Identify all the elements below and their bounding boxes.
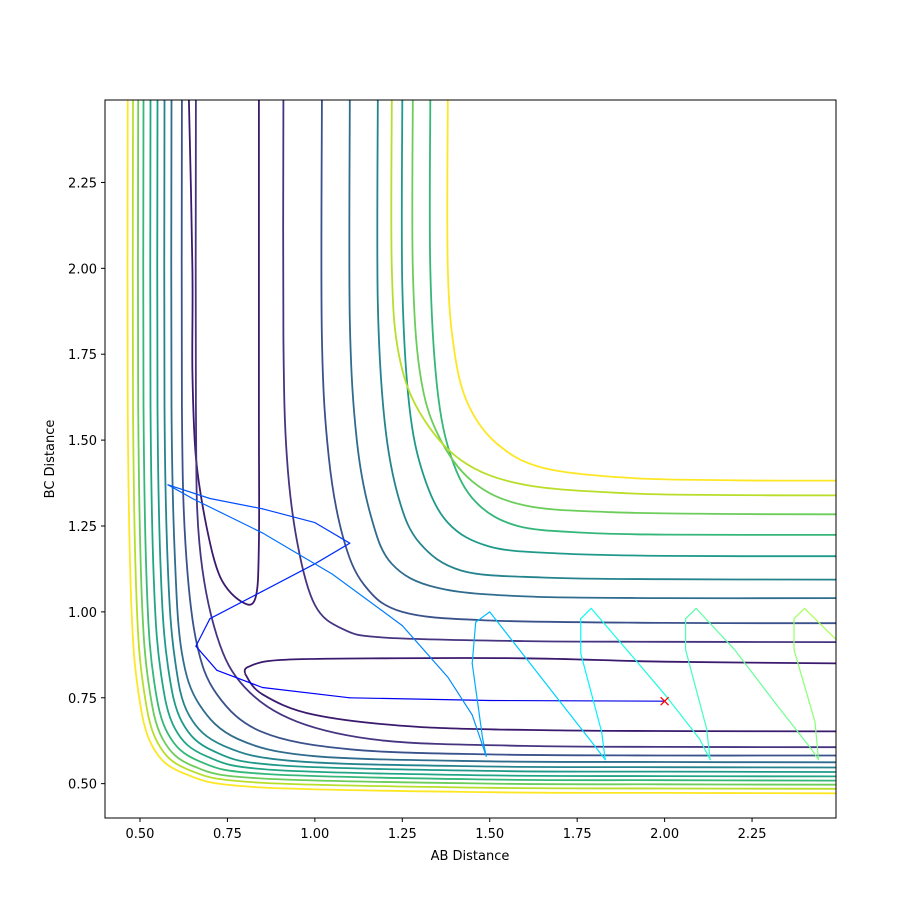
trajectory-segment-0 [489, 699, 666, 702]
contour-lines [126, 100, 836, 795]
trajectory-segment-42 [775, 703, 813, 750]
y-tick-label: 1.75 [68, 348, 97, 363]
x-tick-label: 1.50 [475, 827, 504, 842]
contour-line-20 [446, 100, 836, 482]
y-axis-label: BC Distance [43, 420, 58, 499]
contour-line-10 [163, 100, 836, 769]
trajectory-segment-3 [216, 669, 263, 689]
y-tick-label: 1.50 [68, 434, 97, 449]
x-tick-label: 1.00 [300, 827, 329, 842]
y-tick-label: 2.25 [68, 176, 97, 191]
x-tick-label: 1.75 [563, 827, 592, 842]
trajectory-segment-14 [191, 497, 263, 534]
trajectory-segment-27 [594, 745, 606, 761]
contour-line-15 [142, 100, 836, 782]
trajectory-segment-17 [401, 624, 449, 678]
trajectory-segment-12 [167, 484, 211, 500]
trajectory-segment-26 [559, 700, 596, 747]
y-tick-label: 0.50 [68, 778, 97, 793]
trajectory-segment-13 [167, 484, 193, 500]
trajectory-segment-15 [261, 532, 333, 575]
trajectory-segment-35 [698, 738, 711, 761]
contour-line-19 [131, 100, 836, 790]
contour-line-5 [320, 100, 836, 625]
start-marker-cross [660, 696, 670, 706]
x-tick-label: 2.25 [738, 827, 767, 842]
trajectory-segment-2 [261, 686, 351, 699]
contour-line-6 [180, 100, 836, 757]
y-tick-label: 2.00 [68, 262, 97, 277]
y-tick-label: 1.25 [68, 520, 97, 535]
trajectory-segment-10 [261, 508, 316, 524]
contour-line-14 [428, 100, 836, 536]
trajectory-segment-11 [209, 497, 263, 510]
contour-line-18 [390, 100, 836, 497]
x-axis: 0.50 0.75 1.00 1.25 1.50 1.75 2.00 2.25 [125, 818, 767, 842]
contour-line-11 [400, 100, 836, 558]
x-tick-label: 1.25 [388, 827, 417, 842]
contour-line-7 [348, 100, 836, 600]
contour-line-0 [188, 100, 261, 606]
trajectory-segment-24 [489, 611, 526, 658]
trajectory-segment-48 [803, 607, 836, 641]
trajectory-segment-7 [261, 563, 316, 592]
trajectory-segment-31 [580, 607, 592, 620]
trajectory-segment-9 [314, 521, 351, 544]
trajectory-segment-43 [810, 748, 820, 761]
trajectory-segment-32 [590, 607, 631, 654]
contour-line-2 [244, 673, 836, 733]
x-tick-label: 0.75 [213, 827, 242, 842]
trajectory-segment-21 [471, 662, 484, 740]
trajectory-segment-34 [663, 693, 701, 740]
trajectory-segment-44 [814, 721, 820, 761]
contour-line-13 [149, 100, 836, 778]
trajectory-segment-23 [475, 611, 491, 623]
contour-line-9 [376, 100, 836, 581]
trajectory-segment-45 [793, 649, 816, 723]
trajectory-segment-16 [331, 573, 403, 627]
contour-line-8 [170, 100, 836, 764]
y-axis: 0.50 0.75 1.00 1.25 1.50 1.75 2.00 2.25 [68, 176, 105, 793]
trajectory-segment-33 [628, 652, 666, 695]
trajectory-segment-25 [524, 655, 561, 702]
trajectory-segment-20 [482, 738, 487, 757]
trajectory-segment-40 [695, 607, 736, 651]
contour-line-4 [194, 100, 836, 749]
trajectory-segment-4 [195, 645, 218, 671]
trajectory-segment-29 [580, 652, 603, 733]
trajectory-segment-41 [733, 649, 778, 706]
x-tick-label: 2.00 [650, 827, 679, 842]
contour-line-1 [243, 657, 836, 675]
trajectory-segment-39 [684, 607, 697, 620]
trajectory-segment-8 [314, 542, 351, 565]
y-tick-label: 0.75 [68, 692, 97, 707]
plot-frame [104, 99, 837, 819]
trajectory-segment-37 [684, 649, 708, 730]
trajectory-segment-22 [471, 621, 477, 665]
trajectory-segment-1 [349, 697, 491, 702]
contour-line-12 [156, 100, 836, 773]
trajectory-segment-47 [793, 607, 806, 620]
trajectory-segment-19 [471, 714, 487, 757]
contour-line-21 [126, 100, 836, 795]
contour-line-16 [411, 100, 836, 516]
x-tick-label: 0.50 [125, 827, 154, 842]
contour-line-3 [282, 100, 836, 643]
trajectory-segment-36 [705, 728, 711, 761]
start-marker [660, 696, 670, 706]
x-axis-label: AB Distance [431, 849, 510, 864]
trajectory-segment-18 [447, 676, 473, 716]
trajectory-segment-28 [601, 731, 606, 761]
trajectory [167, 484, 836, 761]
y-tick-label: 1.00 [68, 606, 97, 621]
trajectory-segment-5 [195, 618, 211, 647]
trajectory-segment-6 [209, 590, 263, 620]
contour-line-17 [137, 100, 836, 786]
